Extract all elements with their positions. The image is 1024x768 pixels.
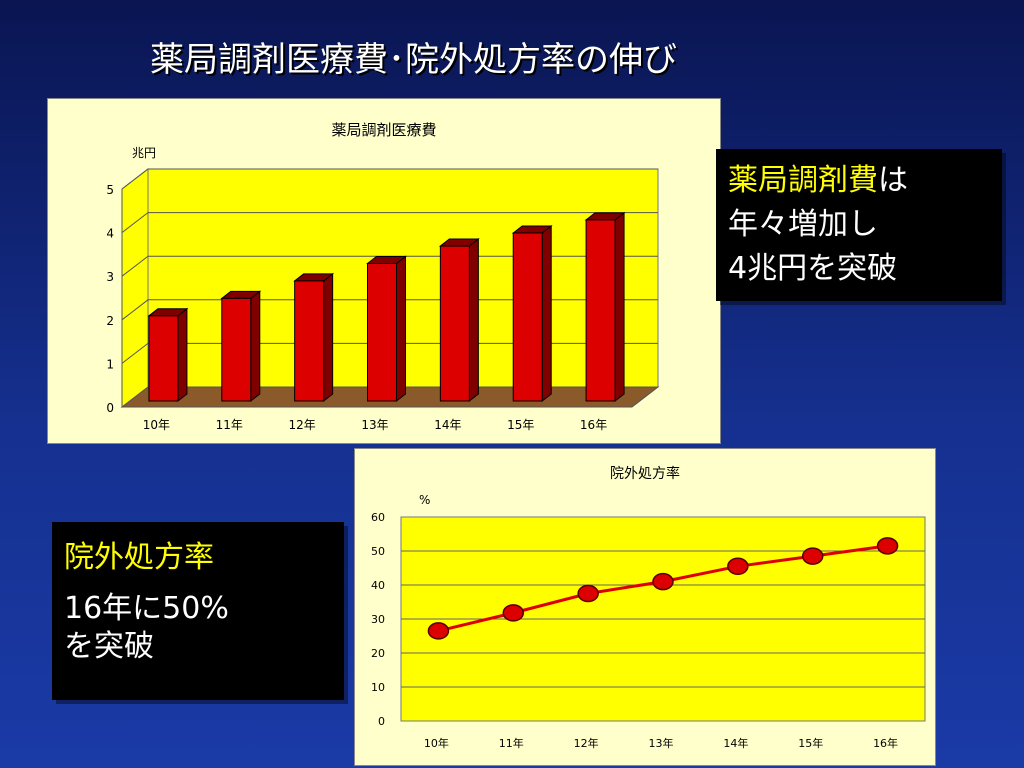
bar-face (585, 219, 616, 402)
bar-chart-side-wall (121, 167, 149, 409)
bar-side (177, 307, 188, 403)
callout-line-title: 院外処方率 (64, 540, 214, 575)
bar-13年 (366, 255, 407, 403)
line-chart-x-tick: 14年 (723, 736, 748, 750)
bar-chart-y-tick: 0 (106, 401, 114, 415)
bar-16年 (584, 211, 626, 403)
bar-chart-y-tick: 4 (106, 227, 114, 241)
bar-14年 (438, 238, 480, 403)
bar-chart-y-tick: 1 (106, 357, 114, 371)
line-chart-x-tick: 13年 (649, 736, 674, 750)
bar-chart-x-tick: 13年 (361, 418, 388, 432)
bar-side (614, 211, 625, 403)
bar-chart-gridline (121, 168, 658, 190)
line-point-13年 (652, 572, 674, 591)
line-point-12年 (577, 584, 599, 603)
line-chart-title: 院外処方率 (610, 465, 680, 482)
line-chart-y-tick: 50 (371, 545, 385, 558)
bar-chart-x-tick: 15年 (507, 418, 534, 432)
bar-10年 (147, 307, 189, 403)
line-chart-y-tick: 40 (371, 579, 385, 592)
callout-outpatient-rate: 院外処方率 16年に50% を突破 (52, 522, 344, 700)
bar-side (250, 290, 261, 403)
slide-title: 薬局調剤医療費･院外処方率の伸び (150, 40, 677, 80)
bar-15年 (511, 224, 553, 403)
bar-chart-x-tick: 11年 (216, 418, 243, 432)
line-chart-y-tick: 60 (371, 511, 385, 524)
line-point-15年 (801, 547, 824, 565)
bar-chart-y-tick: 2 (106, 314, 114, 328)
bar-face (367, 262, 397, 402)
bar-side (323, 272, 334, 403)
callout-pharmacy-cost: 薬局調剤費は 年々増加し 4兆円を突破 (716, 149, 1002, 301)
line-chart-x-tick: 11年 (499, 736, 524, 750)
line-point-10年 (427, 622, 450, 640)
line-chart-y-tick: 20 (371, 647, 385, 660)
bar-chart-gridline (121, 212, 658, 233)
bar-side (468, 238, 479, 403)
line-chart-y-tick: 30 (371, 613, 385, 626)
line-point-16年 (876, 537, 899, 555)
callout-line-line2: 16年に50% (64, 591, 229, 626)
bar-chart-gridline (121, 299, 658, 321)
bar-face (512, 232, 543, 402)
callout-line-line3: を突破 (64, 629, 154, 664)
bar-side (396, 255, 406, 403)
line-chart-panel: 院外処方率% 0 10 20 30 40 50 60 10年 11年 12年 13年 14年 15年 16年 (354, 448, 936, 766)
bar-chart-panel: 薬局調剤医療費兆円 0 1 2 3 4 5 10年 11年 12年 13年 14年 15年 16年 (47, 98, 721, 444)
callout-bar-rest: は (878, 163, 908, 198)
callout-bar-line3: 4兆円を突破 (728, 251, 898, 286)
bar-chart-gridline (121, 342, 658, 364)
line-point-14年 (727, 557, 749, 576)
bar-11年 (220, 290, 262, 403)
bar-chart-gridline (121, 255, 658, 277)
bar-face (148, 315, 179, 402)
bar-chart-y-tick: 3 (106, 270, 114, 284)
bar-chart-x-tick: 14年 (434, 418, 461, 432)
bar-side (541, 224, 552, 403)
bar-face (294, 280, 325, 402)
callout-bar-line1: 薬局調剤費は (728, 159, 992, 203)
bar-chart-title: 薬局調剤医療費 (331, 121, 436, 139)
bar-chart-y-tick: 5 (106, 183, 114, 197)
line-chart-x-tick: 12年 (574, 736, 599, 750)
line-chart: 院外処方率% 0 10 20 30 40 50 60 10年 11年 12年 13年 14年 15年 16年 (371, 465, 926, 750)
line-point-11年 (502, 604, 525, 622)
bar-chart-x-tick: 16年 (580, 418, 607, 432)
line-chart-x-tick: 10年 (424, 736, 449, 750)
bar-12年 (293, 272, 335, 403)
bar-chart-x-tick: 10年 (143, 418, 170, 432)
line-chart-x-tick: 15年 (798, 736, 823, 750)
bar-chart-y-unit: 兆円 (132, 146, 156, 160)
line-chart-y-tick: 10 (371, 681, 385, 694)
line-chart-x-tick: 16年 (873, 736, 898, 750)
callout-bar-highlight: 薬局調剤費 (728, 163, 878, 198)
callout-bar-line2: 年々増加し (728, 207, 878, 242)
line-chart-y-tick: 0 (378, 715, 385, 728)
bar-face (221, 297, 252, 402)
bar-face (439, 245, 470, 402)
bar-chart-x-tick: 12年 (289, 418, 316, 432)
line-chart-y-unit: % (419, 493, 430, 507)
